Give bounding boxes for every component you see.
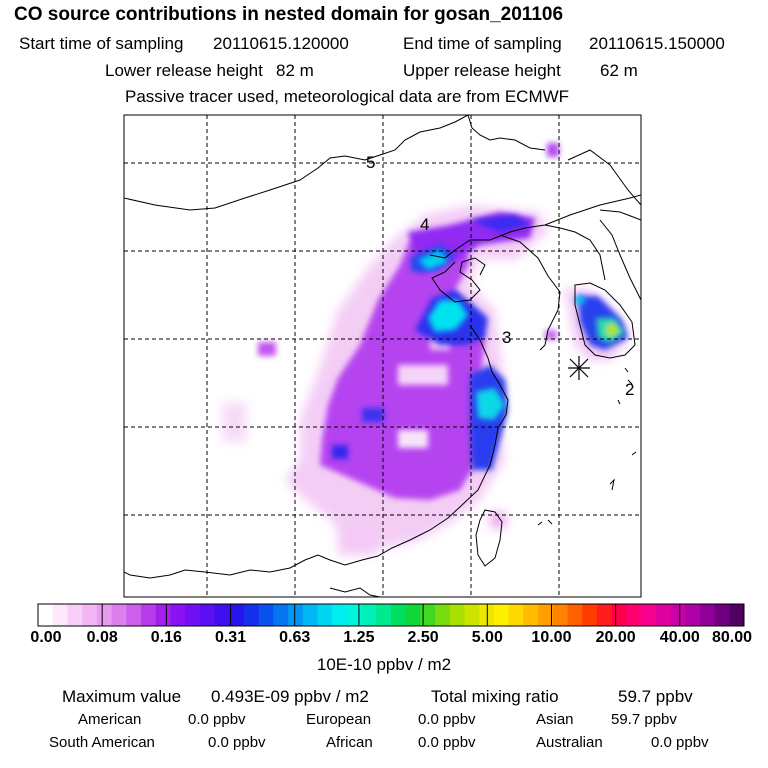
colorbar-cell bbox=[464, 604, 480, 626]
region-value-african: 0.0 ppbv bbox=[418, 734, 476, 751]
end-time-value: 20110615.150000 bbox=[589, 34, 725, 53]
colorbar-cell bbox=[229, 604, 245, 626]
day-label-3: 3 bbox=[502, 328, 511, 347]
colorbar-cell bbox=[582, 604, 598, 626]
plot-title: CO source contributions in nested domain… bbox=[14, 4, 564, 25]
colorbar-cell bbox=[729, 604, 745, 626]
upper-height-value: 62 m bbox=[600, 61, 638, 80]
colorbar-cell bbox=[243, 604, 260, 626]
total-mixing-value: 59.7 ppbv bbox=[618, 687, 693, 706]
colorbar-tick-label: 40.00 bbox=[659, 629, 700, 646]
colorbar-cell bbox=[317, 604, 333, 626]
colorbar-cell bbox=[435, 604, 451, 626]
colorbar-cell bbox=[361, 604, 377, 626]
colorbar-cell bbox=[670, 604, 686, 626]
lower-height-label: Lower release height bbox=[105, 61, 263, 80]
colorbar-cell bbox=[82, 604, 98, 626]
colorbar-cell bbox=[302, 604, 318, 626]
colorbar-cell bbox=[332, 604, 348, 626]
colorbar-cell bbox=[405, 604, 421, 626]
start-time-label: Start time of sampling bbox=[19, 34, 184, 53]
colorbar-cell bbox=[641, 604, 657, 626]
colorbar-cell bbox=[611, 604, 627, 626]
tracer-note: Passive tracer used, meteorological data… bbox=[125, 87, 570, 106]
colorbar-tick-label: 0.16 bbox=[150, 629, 182, 646]
region-name-american: American bbox=[78, 711, 142, 728]
colorbar-tick-label: 80.00 bbox=[711, 629, 753, 646]
colorbar-tick-label: 5.00 bbox=[471, 629, 503, 646]
colorbar-cell bbox=[170, 604, 186, 626]
colorbar-cell bbox=[538, 604, 554, 626]
colorbar-tick-label: 10.00 bbox=[531, 629, 572, 646]
colorbar-cell bbox=[199, 604, 215, 626]
colorbar-unit: 10E-10 ppbv / m2 bbox=[316, 655, 452, 674]
region-value-european: 0.0 ppbv bbox=[418, 711, 476, 728]
colorbar-cell bbox=[38, 604, 54, 626]
colorbar-cell bbox=[626, 604, 642, 626]
colorbar-cell bbox=[111, 604, 127, 626]
colorbar-cell bbox=[185, 604, 201, 626]
colorbar-cell bbox=[523, 604, 539, 626]
region-value-south-american: 0.0 ppbv bbox=[208, 734, 266, 751]
colorbar-cell bbox=[96, 604, 112, 626]
upper-height-label: Upper release height bbox=[403, 61, 561, 80]
colorbar-cell bbox=[346, 604, 362, 626]
colorbar-cell bbox=[52, 604, 68, 626]
day-label-4: 4 bbox=[420, 215, 429, 234]
colorbar-cell bbox=[655, 604, 671, 626]
colorbar-cell bbox=[391, 604, 407, 626]
colorbar-cell bbox=[420, 604, 436, 626]
map-gridlines bbox=[124, 115, 641, 597]
colorbar-cell bbox=[567, 604, 583, 626]
region-name-asian: Asian bbox=[536, 711, 574, 728]
colorbar-cell bbox=[596, 604, 613, 626]
max-value: 0.493E-09 ppbv / m2 bbox=[211, 687, 369, 706]
colorbar-tick-label: 20.00 bbox=[595, 629, 636, 646]
colorbar-cell bbox=[376, 604, 392, 626]
max-value-label: Maximum value bbox=[62, 687, 182, 706]
concentration-field bbox=[222, 143, 630, 555]
colorbar bbox=[37, 603, 745, 627]
region-value-asian: 59.7 ppbv bbox=[611, 711, 677, 728]
region-name-australian: Australian bbox=[536, 734, 603, 751]
colorbar-tick-label: 0.63 bbox=[279, 629, 311, 646]
day-label-5: 5 bbox=[366, 153, 375, 172]
region-value-australian: 0.0 ppbv bbox=[651, 734, 709, 751]
colorbar-cell bbox=[155, 604, 171, 626]
total-mixing-label: Total mixing ratio bbox=[431, 687, 559, 706]
colorbar-cell bbox=[699, 604, 715, 626]
colorbar-cell bbox=[67, 604, 83, 626]
colorbar-frame bbox=[37, 603, 745, 627]
map-frame bbox=[123, 114, 642, 598]
colorbar-tick-label: 0.31 bbox=[214, 629, 247, 646]
colorbar-tick-label: 2.50 bbox=[407, 629, 439, 646]
region-name-african: African bbox=[326, 734, 373, 751]
colorbar-cell bbox=[214, 604, 230, 626]
colorbar-cell bbox=[258, 604, 274, 626]
colorbar-cell bbox=[508, 604, 524, 626]
colorbar-tick-label: 0.00 bbox=[30, 629, 62, 646]
day-label-2: 2 bbox=[625, 380, 634, 399]
coastlines bbox=[124, 115, 641, 597]
start-time-value: 20110615.120000 bbox=[213, 34, 349, 53]
colorbar-cell bbox=[288, 604, 304, 626]
colorbar-tick-label: 1.25 bbox=[343, 629, 375, 646]
colorbar-cell bbox=[140, 604, 157, 626]
colorbar-cell bbox=[449, 604, 465, 626]
region-value-american: 0.0 ppbv bbox=[188, 711, 246, 728]
colorbar-cell bbox=[685, 604, 701, 626]
region-name-south-american: South American bbox=[49, 734, 155, 751]
colorbar-cell bbox=[126, 604, 142, 626]
colorbar-cell bbox=[714, 604, 730, 626]
lower-height-value: 82 m bbox=[276, 61, 314, 80]
receptor-asterisk-icon bbox=[568, 356, 590, 380]
region-name-european: European bbox=[306, 711, 372, 728]
colorbar-tick-label: 0.08 bbox=[86, 629, 118, 646]
colorbar-cell bbox=[493, 604, 510, 626]
colorbar-cell bbox=[273, 604, 289, 626]
colorbar-cell bbox=[552, 604, 568, 626]
end-time-label: End time of sampling bbox=[403, 34, 562, 53]
